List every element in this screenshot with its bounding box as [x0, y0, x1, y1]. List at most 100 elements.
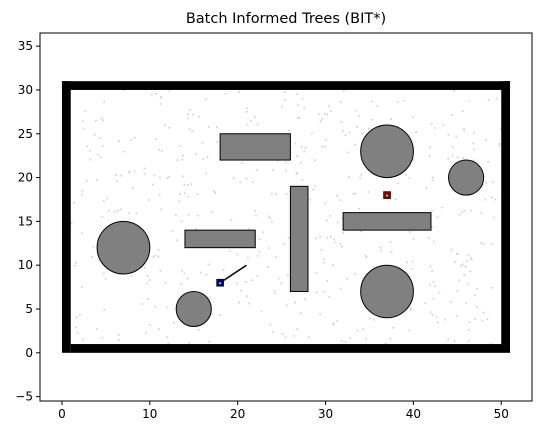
sample-point — [340, 245, 343, 248]
sample-point — [186, 117, 189, 120]
sample-point — [498, 144, 501, 147]
sample-point — [80, 286, 83, 289]
sample-point — [76, 331, 79, 334]
sample-point — [322, 261, 325, 264]
sample-point — [464, 265, 467, 268]
sample-point — [492, 216, 495, 219]
sample-point — [101, 336, 104, 339]
sample-point — [187, 195, 190, 198]
sample-point — [455, 314, 458, 317]
sample-point — [155, 92, 158, 95]
sample-point — [205, 273, 208, 276]
sample-point — [301, 179, 304, 182]
sample-point — [490, 243, 493, 246]
sample-point — [175, 239, 178, 242]
sample-point — [196, 192, 199, 195]
sample-point — [187, 113, 190, 116]
sample-point — [364, 254, 367, 257]
sample-point — [246, 123, 249, 126]
sample-point — [458, 213, 461, 216]
sample-point — [329, 214, 332, 217]
sample-point — [73, 201, 76, 204]
sample-point — [451, 113, 454, 116]
sample-point — [473, 148, 476, 151]
sample-point — [484, 139, 487, 142]
sample-point — [412, 116, 415, 119]
sample-point — [431, 179, 434, 182]
sample-point — [230, 218, 233, 221]
sample-point — [309, 198, 312, 201]
sample-point — [74, 326, 77, 329]
sample-point — [415, 131, 418, 134]
sample-point — [205, 172, 208, 175]
sample-point — [424, 302, 427, 305]
sample-point — [402, 99, 405, 102]
sample-point — [73, 264, 76, 267]
sample-point — [232, 176, 235, 179]
sample-point — [308, 336, 311, 339]
sample-point — [455, 253, 458, 256]
sample-point — [447, 133, 450, 136]
sample-point — [498, 142, 501, 145]
sample-point — [96, 178, 99, 181]
sample-point — [102, 200, 105, 203]
sample-point — [166, 336, 169, 339]
sample-point — [333, 241, 336, 244]
sample-point — [303, 150, 306, 153]
sample-point — [143, 266, 146, 269]
sample-point — [80, 232, 83, 235]
sample-point — [472, 159, 475, 162]
sample-point — [304, 298, 307, 301]
sample-point — [182, 175, 185, 178]
sample-point — [141, 303, 144, 306]
sample-point — [209, 296, 212, 299]
sample-point — [380, 249, 383, 252]
sample-point — [246, 295, 249, 298]
circle-obstacle — [175, 290, 212, 328]
sample-point — [359, 176, 362, 179]
sample-point — [284, 336, 287, 339]
sample-point — [256, 123, 259, 126]
sample-point — [365, 338, 368, 341]
boundary-wall — [70, 344, 511, 353]
sample-point — [222, 269, 225, 272]
sample-point — [158, 193, 161, 196]
sample-point — [479, 241, 482, 244]
sample-point — [473, 318, 476, 321]
sample-point — [410, 306, 413, 309]
y-tick-label: 30 — [18, 83, 33, 97]
sample-point — [432, 297, 435, 300]
sample-point — [188, 342, 191, 345]
y-tick-label: 35 — [18, 39, 33, 53]
sample-point — [434, 285, 437, 288]
sample-point — [274, 256, 277, 259]
sample-point — [344, 134, 347, 137]
sample-point — [117, 333, 120, 336]
sample-point — [491, 196, 494, 199]
sample-point — [273, 289, 276, 292]
sample-point — [246, 107, 249, 110]
sample-point — [168, 175, 171, 178]
sample-point — [244, 280, 247, 283]
sample-point — [359, 230, 362, 233]
sample-point — [158, 176, 161, 179]
sample-point — [429, 146, 432, 149]
start-goal-markers — [216, 191, 391, 287]
sample-point — [487, 99, 490, 102]
sample-point — [146, 282, 149, 285]
boundary-wall — [61, 81, 71, 353]
sample-point — [255, 168, 258, 171]
sample-point — [372, 318, 375, 321]
boundary-walls — [61, 81, 511, 353]
sample-point — [128, 212, 131, 215]
sample-point — [183, 192, 186, 195]
sample-point — [390, 251, 393, 254]
x-tick-label: 40 — [406, 407, 421, 421]
sample-point — [494, 198, 497, 201]
sample-point — [250, 279, 253, 282]
sample-point — [159, 102, 162, 105]
sample-point — [321, 145, 324, 148]
sample-point — [358, 114, 361, 117]
sample-point — [285, 169, 288, 172]
